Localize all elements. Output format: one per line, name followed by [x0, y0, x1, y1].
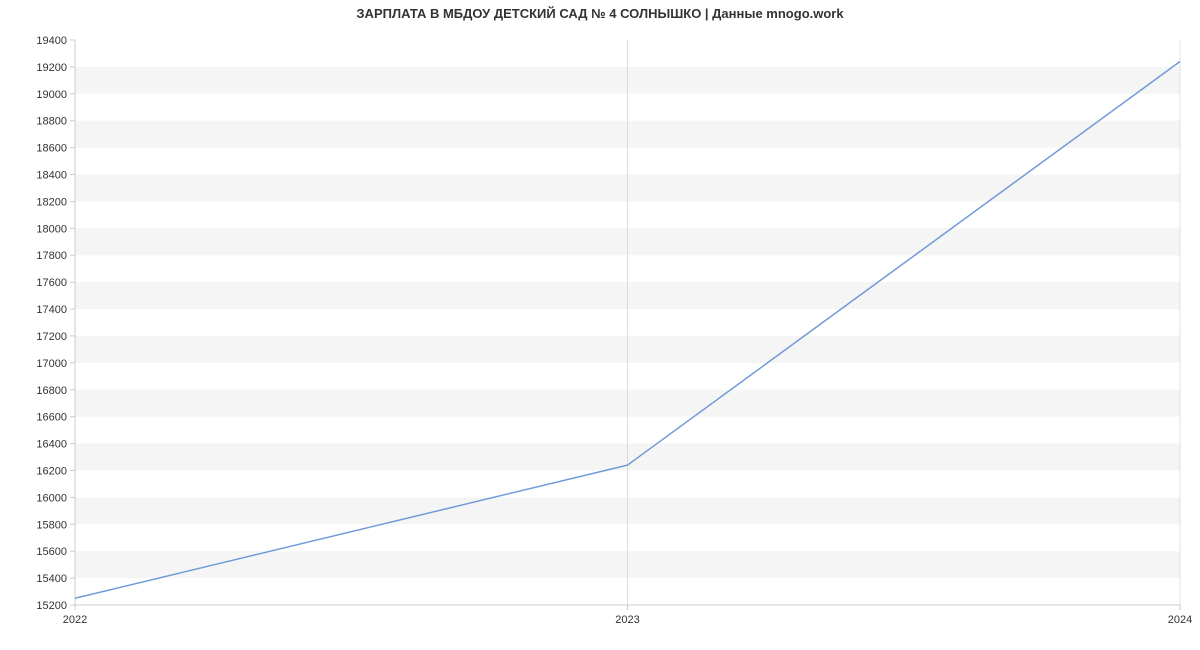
chart-svg: 15200 15400 15600 15800 16000 16200 16400 16600… — [0, 0, 1200, 650]
svg-text:19200: 19200 — [36, 62, 67, 74]
svg-text:2024: 2024 — [1168, 614, 1192, 626]
svg-text:18000: 18000 — [36, 223, 67, 235]
svg-text:15200: 15200 — [36, 600, 67, 612]
svg-text:18800: 18800 — [36, 116, 67, 128]
svg-text:17400: 17400 — [36, 304, 67, 316]
svg-text:19000: 19000 — [36, 89, 67, 101]
salary-line-chart: ЗАРПЛАТА В МБДОУ ДЕТСКИЙ САД № 4 СОЛНЫШК… — [0, 0, 1200, 650]
svg-text:19400: 19400 — [36, 35, 67, 47]
svg-text:18400: 18400 — [36, 170, 67, 182]
svg-text:18600: 18600 — [36, 143, 67, 155]
svg-text:17000: 17000 — [36, 358, 67, 370]
svg-text:15400: 15400 — [36, 573, 67, 585]
svg-text:16400: 16400 — [36, 439, 67, 451]
svg-text:15600: 15600 — [36, 546, 67, 558]
svg-text:15800: 15800 — [36, 519, 67, 531]
svg-text:17800: 17800 — [36, 250, 67, 262]
chart-title: ЗАРПЛАТА В МБДОУ ДЕТСКИЙ САД № 4 СОЛНЫШК… — [0, 6, 1200, 21]
svg-text:16800: 16800 — [36, 385, 67, 397]
svg-text:18200: 18200 — [36, 196, 67, 208]
svg-text:2023: 2023 — [615, 614, 639, 626]
svg-text:16600: 16600 — [36, 412, 67, 424]
svg-text:2022: 2022 — [63, 614, 87, 626]
svg-text:17600: 17600 — [36, 277, 67, 289]
svg-text:16200: 16200 — [36, 465, 67, 477]
svg-text:17200: 17200 — [36, 331, 67, 343]
svg-text:16000: 16000 — [36, 492, 67, 504]
